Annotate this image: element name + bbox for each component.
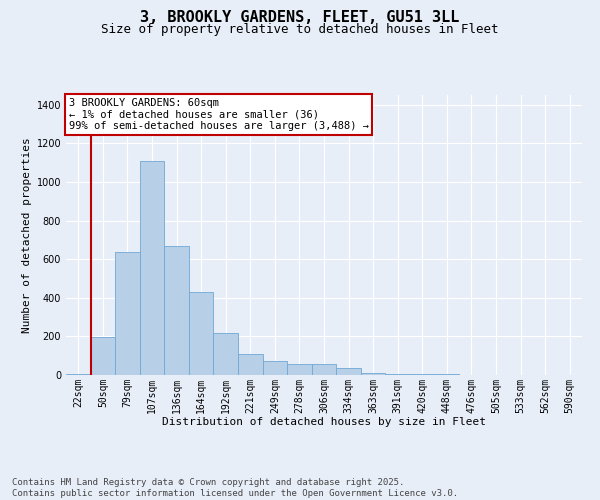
Y-axis label: Number of detached properties: Number of detached properties [22,137,32,333]
Bar [66,374,91,375]
Text: 3 BROOKLY GARDENS: 60sqm
← 1% of detached houses are smaller (36)
99% of semi-de: 3 BROOKLY GARDENS: 60sqm ← 1% of detache… [68,98,368,131]
Bar [115,252,140,375]
Text: Contains HM Land Registry data © Crown copyright and database right 2025.
Contai: Contains HM Land Registry data © Crown c… [12,478,458,498]
Bar [410,374,434,375]
Bar [164,246,189,375]
Bar [287,364,312,375]
Bar [140,160,164,375]
Text: 3, BROOKLY GARDENS, FLEET, GU51 3LL: 3, BROOKLY GARDENS, FLEET, GU51 3LL [140,10,460,25]
Bar [263,360,287,375]
Text: Size of property relative to detached houses in Fleet: Size of property relative to detached ho… [101,22,499,36]
Bar [385,374,410,375]
Bar [91,338,115,375]
X-axis label: Distribution of detached houses by size in Fleet: Distribution of detached houses by size … [162,417,486,427]
Bar [312,364,336,375]
Bar [238,354,263,375]
Bar [189,292,214,375]
Bar [336,368,361,375]
Bar [214,334,238,375]
Bar [361,373,385,375]
Bar [434,374,459,375]
